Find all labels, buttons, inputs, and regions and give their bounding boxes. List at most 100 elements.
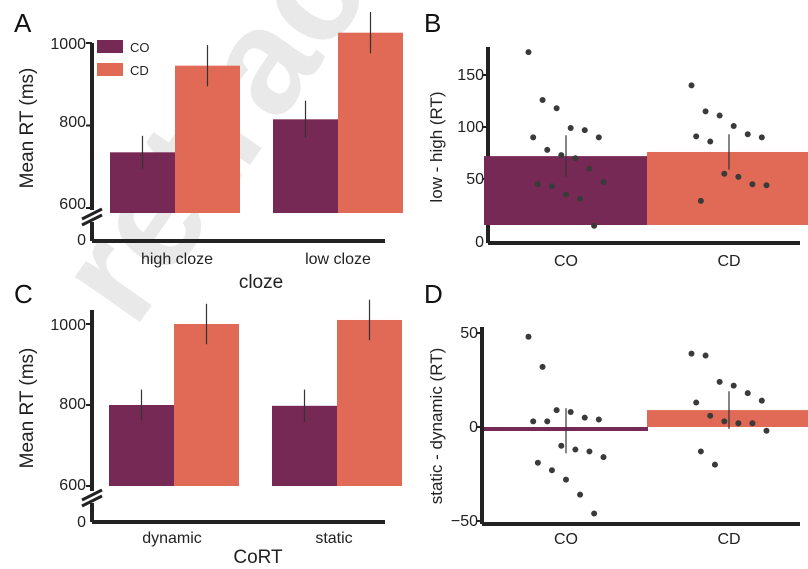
panel-a-ylabel: Mean RT (ms) (17, 68, 38, 189)
panel-c-xlabel: CoRT (233, 547, 283, 568)
data-point-co (577, 195, 584, 202)
data-point-cd (721, 170, 728, 177)
data-point-cd (763, 182, 770, 189)
data-point-cd (702, 108, 709, 115)
category-label-b-cd: CD (717, 253, 740, 270)
data-point-cd (702, 352, 709, 359)
data-point-co (525, 49, 532, 56)
data-point-cd (744, 131, 751, 138)
axis-break-mark (81, 488, 103, 502)
panel-letter-b: B (424, 8, 441, 38)
data-point-co (595, 416, 602, 423)
data-point-co (553, 105, 560, 112)
data-point-co (548, 183, 555, 190)
tick-label-b-100: 100 (457, 119, 484, 136)
data-point-co (581, 127, 588, 134)
data-point-co (586, 165, 593, 172)
data-point-co (534, 459, 541, 466)
data-point-cd (688, 350, 695, 357)
tick-label-b-50: 50 (466, 171, 484, 188)
bar-cd-static (337, 319, 402, 486)
panel-c-ylabel: Mean RT (ms) (17, 348, 38, 469)
data-point-co (591, 222, 598, 229)
data-point-co (525, 333, 532, 340)
chart-marks (80, 12, 808, 526)
panel-letter-d: D (424, 279, 443, 309)
data-point-cd (735, 173, 742, 180)
data-point-co (600, 179, 607, 186)
data-point-co (567, 125, 574, 132)
panel-a-xlabel: cloze (239, 272, 283, 293)
bar-cd-dynamic (174, 324, 239, 486)
data-point-co (530, 134, 537, 141)
tick-label-d-50: 50 (460, 325, 478, 342)
data-point-cd (744, 390, 751, 397)
data-point-co (544, 418, 551, 425)
category-label-d-co: CO (554, 531, 578, 548)
axis-break-gap (80, 491, 104, 503)
data-point-cd (763, 427, 770, 434)
data-point-co (591, 510, 598, 517)
data-point-co (572, 446, 579, 453)
data-point-co (581, 414, 588, 421)
data-point-co (539, 96, 546, 103)
data-point-cd (697, 197, 704, 204)
panel-b-yticks: 150 100 50 0 (457, 67, 484, 251)
legend-label-co: CO (130, 40, 150, 55)
legend-swatch-cd (97, 63, 123, 76)
panel-b-ylabel: low - high (RT) (427, 91, 446, 202)
category-label-d-cd: CD (717, 531, 740, 548)
tick-label-c-0: 0 (77, 514, 86, 531)
legend-swatch-co (97, 40, 123, 53)
data-point-co (563, 191, 569, 198)
data-point-cd (730, 382, 737, 389)
tick-label-d-0: 0 (469, 419, 478, 436)
data-point-cd (707, 138, 714, 145)
data-point-co (586, 448, 593, 455)
category-label-low-cloze: low cloze (305, 251, 371, 268)
category-label-b-co: CO (554, 253, 578, 270)
tick-label-c-800: 800 (59, 396, 86, 413)
tick-label-c-1000: 1000 (50, 317, 86, 334)
data-point-cd (758, 397, 765, 404)
data-point-cd (707, 412, 714, 419)
data-point-co (558, 152, 565, 159)
data-point-cd (716, 378, 723, 385)
data-point-cd (749, 420, 756, 427)
data-point-co (563, 476, 569, 483)
data-point-cd (693, 133, 700, 140)
tick-label-a-800: 800 (59, 114, 86, 131)
legend: CO CD (97, 40, 150, 78)
data-point-co (548, 467, 555, 474)
tick-label-c-600: 600 (59, 477, 86, 494)
panel-letter-a: A (14, 8, 32, 38)
data-point-cd (749, 181, 756, 188)
bar-cd-low-cloze (338, 32, 403, 213)
data-point-co (595, 134, 602, 141)
data-point-co (544, 146, 551, 153)
data-point-co (530, 418, 537, 425)
data-point-cd (735, 420, 742, 427)
data-point-co (553, 407, 560, 414)
bar-cd (647, 410, 808, 427)
category-label-static: static (315, 530, 352, 547)
bar-cd-high-cloze (175, 65, 240, 213)
data-point-co (558, 442, 565, 449)
panel-d-yticks: 50 0 −50 (451, 325, 478, 530)
tick-label-a-1000: 1000 (50, 36, 86, 53)
panel-d-ylabel: static - dynamic (RT) (427, 348, 446, 505)
data-point-cd (697, 448, 704, 455)
tick-label-b-150: 150 (457, 67, 484, 84)
legend-label-cd: CD (130, 63, 149, 78)
data-point-co (567, 408, 574, 415)
data-point-co (600, 454, 607, 461)
panel-letter-c: C (14, 279, 33, 309)
data-point-cd (711, 461, 718, 468)
data-point-cd (721, 418, 728, 425)
data-point-co (572, 155, 579, 162)
tick-label-b-0: 0 (475, 234, 484, 251)
axis-break-mark (81, 494, 103, 508)
tick-label-d-neg50: −50 (451, 513, 478, 530)
tick-label-a-0: 0 (77, 232, 86, 249)
